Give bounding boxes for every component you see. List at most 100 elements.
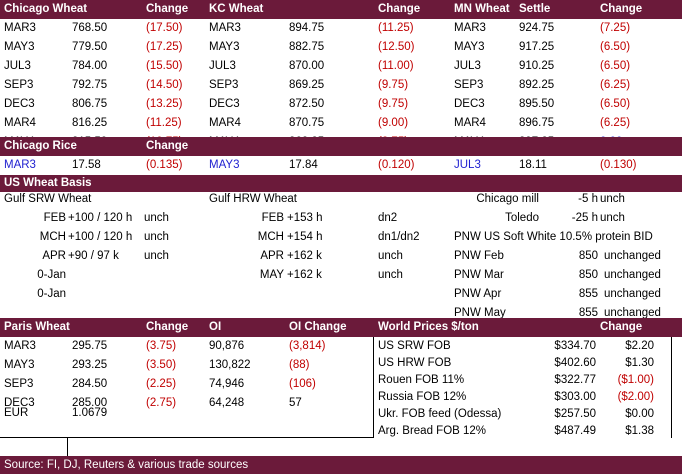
rice-price: 17.84 <box>289 159 318 171</box>
paris-oi-change: 57 <box>289 397 302 409</box>
kc-month: DEC3 <box>209 98 240 110</box>
paris-price: 285.00 <box>72 397 108 409</box>
chicago-month: MAY3 <box>4 41 35 53</box>
pnw-status: unchanged <box>604 269 661 281</box>
srw-month: 0-Jan <box>37 288 66 300</box>
mn-change: (6.25) <box>600 79 631 91</box>
pnw-title: PNW US Soft White 10.5% protein BID <box>454 231 653 243</box>
world-price: $303.00 <box>554 391 596 403</box>
chicago-month: DEC3 <box>4 98 35 110</box>
paris-oi: 74,946 <box>209 378 245 390</box>
pnw-status: unchanged <box>604 250 661 262</box>
rice-month: MAY3 <box>209 159 240 171</box>
world-origin: Arg. Bread FOB 12% <box>378 425 487 437</box>
rice-month: JUL3 <box>454 159 481 171</box>
world-change: $2.20 <box>625 340 654 352</box>
kc-change: (11.25) <box>378 22 414 34</box>
eur-value: 1.0679 <box>72 407 108 419</box>
pnw-bid: 855 <box>578 288 598 300</box>
paris-change-header: Change <box>146 321 189 333</box>
kc-month: MAR4 <box>209 117 241 129</box>
mn-change: (7.25) <box>600 22 631 34</box>
srw-month: FEB <box>43 212 66 224</box>
srw-status: unch <box>144 250 169 262</box>
hrw-status: dn1/dn2 <box>378 231 420 243</box>
world-change: $1.38 <box>625 425 654 437</box>
pnw-bid: 850 <box>578 250 598 262</box>
pnw-month: PNW Apr <box>454 288 502 300</box>
paris-bottom-border <box>0 437 374 438</box>
paris-oi: 130,822 <box>209 359 251 371</box>
chicago-price: 784.00 <box>72 60 108 72</box>
mn-price: 895.50 <box>519 98 555 110</box>
rice-title: Chicago Rice <box>4 140 77 152</box>
rice-change: (0.130) <box>600 159 637 171</box>
chicago-change: (14.50) <box>146 79 183 91</box>
paris-price: 295.75 <box>72 340 108 352</box>
hrw-month: MCH <box>257 231 284 243</box>
pnw-month: PNW Mar <box>454 269 504 281</box>
world-origin: Ukr. FOB feed (Odessa) <box>378 408 502 420</box>
world-origin: Rouen FOB 11% <box>378 374 465 386</box>
toledo-label: Toledo <box>505 212 539 224</box>
chicago-month: SEP3 <box>4 79 34 91</box>
paris-oi-header: OI <box>209 321 222 333</box>
paris-change: (3.50) <box>146 359 177 371</box>
paris-month: MAY3 <box>4 359 35 371</box>
paris-world-divider <box>373 337 374 438</box>
srw-month: MCH <box>39 231 66 243</box>
mn-wheat-title: MN Wheat <box>454 3 510 15</box>
chicago-change: (11.25) <box>146 117 182 129</box>
world-price: $257.50 <box>554 408 596 420</box>
srw-basis: +90 / 97 k <box>68 250 119 262</box>
world-change: $0.00 <box>625 408 654 420</box>
rice-change-header: Change <box>146 140 189 152</box>
srw-basis: +100 / 120 h <box>68 212 133 224</box>
world-prices-title: World Prices $/ton <box>378 321 479 333</box>
pnw-month: PNW May <box>454 307 506 319</box>
kc-change: (12.50) <box>378 41 415 53</box>
srw-status: unch <box>144 212 169 224</box>
hrw-month: APR <box>260 250 284 262</box>
mn-month: MAR3 <box>454 22 486 34</box>
paris-price: 284.50 <box>72 378 108 390</box>
right-border <box>671 337 672 438</box>
world-origin: US SRW FOB <box>378 340 451 352</box>
source-text: Source: FI, DJ, Reuters & various trade … <box>4 459 249 471</box>
world-change: $1.30 <box>625 357 654 369</box>
pnw-month: PNW Feb <box>454 250 504 262</box>
hrw-basis: +162 k <box>287 250 322 262</box>
paris-oi: 90,876 <box>209 340 245 352</box>
mn-month: MAR4 <box>454 117 486 129</box>
rice-change: (0.135) <box>146 159 183 171</box>
world-origin: Russia FOB 12% <box>378 391 467 403</box>
rice-price: 18.11 <box>519 159 547 171</box>
rice-header: Chicago Rice Change <box>0 137 682 156</box>
srw-basis: +100 / 120 h <box>68 231 133 243</box>
source-footer: Source: FI, DJ, Reuters & various trade … <box>0 456 682 474</box>
world-price: $402.60 <box>554 357 596 369</box>
chicago-price: 816.25 <box>72 117 108 129</box>
paris-oi: 64,248 <box>209 397 245 409</box>
paris-month: SEP3 <box>4 378 34 390</box>
pnw-bid: 855 <box>578 307 598 319</box>
hrw-status: unch <box>378 250 403 262</box>
kc-change: (9.75) <box>378 79 409 91</box>
mn-month: SEP3 <box>454 79 484 91</box>
chicago-change-header: Change <box>146 3 189 15</box>
pnw-status: unchanged <box>604 307 661 319</box>
chicago-price: 806.75 <box>72 98 108 110</box>
kc-month: MAR3 <box>209 22 241 34</box>
kc-month: JUL3 <box>209 60 236 72</box>
chicago-change: (17.50) <box>146 22 183 34</box>
paris-oi-change: (106) <box>289 378 316 390</box>
paris-oi-change: (3,814) <box>289 340 326 352</box>
world-change-header: Change <box>600 321 643 333</box>
kc-change: (9.75) <box>378 98 409 110</box>
srw-month: 0-Jan <box>37 269 66 281</box>
mn-price: 924.75 <box>519 22 555 34</box>
eur-label: EUR <box>4 407 29 419</box>
pnw-bid: 850 <box>578 269 598 281</box>
srw-status: unch <box>144 231 169 243</box>
basis-header: US Wheat Basis <box>0 175 682 192</box>
